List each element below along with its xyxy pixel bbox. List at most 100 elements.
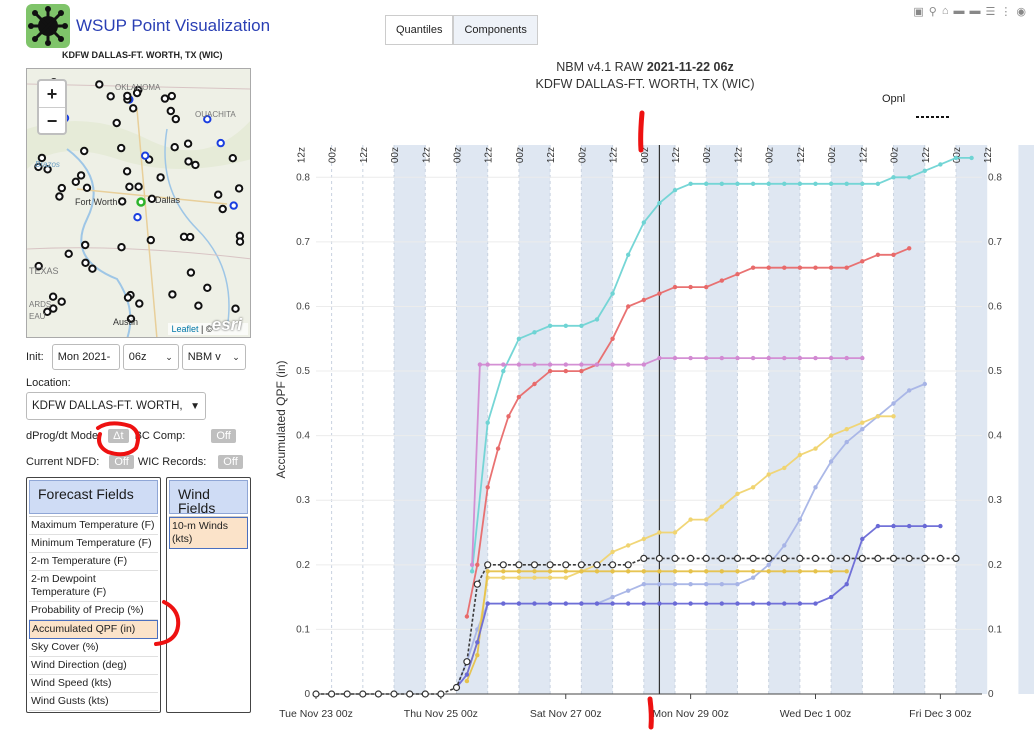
series-point[interactable] — [516, 569, 522, 574]
settings-icon[interactable]: ⋮ — [1000, 6, 1012, 18]
series-point[interactable] — [718, 554, 726, 562]
series-point[interactable] — [782, 543, 787, 548]
series-point[interactable] — [704, 569, 709, 574]
station-marker[interactable] — [88, 264, 97, 273]
series-point[interactable] — [735, 582, 740, 587]
series-point[interactable] — [735, 181, 740, 186]
series-point[interactable] — [828, 459, 834, 464]
station-marker[interactable] — [234, 184, 244, 193]
series-point[interactable] — [485, 601, 490, 606]
series-point[interactable] — [657, 530, 662, 535]
series-point[interactable] — [844, 181, 849, 186]
station-marker[interactable] — [147, 194, 157, 204]
station-marker[interactable] — [235, 237, 245, 246]
station-marker[interactable] — [81, 258, 90, 268]
series-point[interactable] — [704, 601, 709, 606]
station-marker[interactable] — [117, 243, 126, 252]
series-point[interactable] — [844, 569, 849, 574]
series-point[interactable] — [719, 355, 724, 361]
zoom-out-button[interactable]: − — [39, 107, 65, 133]
series-point[interactable] — [782, 465, 787, 471]
series-point[interactable] — [477, 362, 483, 367]
selected-station-marker[interactable] — [136, 197, 146, 207]
series-point[interactable] — [782, 265, 787, 270]
series-point[interactable] — [907, 246, 912, 251]
series-point[interactable] — [813, 446, 818, 451]
series-point[interactable] — [704, 181, 709, 186]
series-point[interactable] — [687, 554, 695, 562]
series-point[interactable] — [827, 554, 835, 562]
series-point[interactable] — [813, 355, 818, 361]
wind-field-item[interactable]: 10-m Winds (kts) — [169, 517, 248, 549]
series-point[interactable] — [641, 601, 646, 606]
station-marker[interactable] — [126, 314, 136, 324]
forecast-field-item[interactable]: Accumulated QPF (in) — [29, 620, 158, 639]
series-point[interactable] — [704, 355, 709, 361]
station-marker[interactable] — [184, 157, 193, 166]
series-point[interactable] — [672, 188, 678, 193]
series-point[interactable] — [891, 252, 896, 257]
series-point[interactable] — [546, 561, 554, 569]
series-point[interactable] — [672, 569, 678, 574]
station-marker[interactable] — [171, 114, 181, 124]
series-point[interactable] — [702, 554, 710, 562]
station-marker[interactable] — [125, 182, 134, 192]
series-point[interactable] — [797, 265, 803, 270]
series-point[interactable] — [506, 414, 511, 419]
series-point[interactable] — [875, 181, 881, 186]
series-point[interactable] — [499, 561, 507, 569]
forecast-field-item[interactable]: Sky Cover (%) — [29, 639, 158, 657]
series-point[interactable] — [704, 517, 709, 522]
series-point[interactable] — [844, 355, 849, 361]
station-marker[interactable] — [179, 232, 189, 242]
series-point[interactable] — [610, 291, 615, 296]
station-marker[interactable] — [34, 261, 43, 271]
series-point[interactable] — [484, 561, 492, 569]
series-point[interactable] — [406, 690, 414, 698]
series-point[interactable] — [563, 323, 568, 328]
series-point[interactable] — [624, 561, 632, 569]
series-point[interactable] — [501, 575, 506, 580]
station-marker[interactable] — [80, 146, 89, 156]
series-point[interactable] — [797, 517, 803, 522]
series-point[interactable] — [547, 323, 553, 328]
series-point[interactable] — [719, 504, 724, 509]
station-marker[interactable] — [64, 249, 73, 259]
forecast-field-item[interactable]: Probability of Precip (%) — [29, 602, 158, 620]
series-point[interactable] — [593, 561, 601, 569]
station-marker[interactable] — [186, 268, 196, 277]
series-point[interactable] — [813, 485, 818, 490]
series-point[interactable] — [563, 601, 568, 606]
series-point[interactable] — [390, 690, 398, 698]
forecast-field-item[interactable]: Wind Gusts (kts) — [29, 693, 158, 711]
series-point[interactable] — [610, 362, 615, 367]
series-point[interactable] — [750, 485, 756, 490]
series-point[interactable] — [672, 355, 678, 361]
series-point[interactable] — [641, 362, 646, 367]
series-point[interactable] — [640, 554, 648, 562]
series-point[interactable] — [563, 362, 568, 367]
series-point[interactable] — [844, 427, 849, 432]
series-point[interactable] — [532, 575, 537, 580]
station-marker[interactable] — [183, 139, 193, 148]
series-point[interactable] — [421, 690, 429, 698]
series-point[interactable] — [475, 653, 480, 658]
station-marker[interactable] — [135, 299, 144, 308]
series-point[interactable] — [563, 569, 568, 574]
location-select[interactable]: KDFW DALLAS-FT. WORTH, ▼ — [26, 392, 206, 420]
series-point[interactable] — [464, 672, 470, 677]
station-marker[interactable] — [112, 118, 121, 128]
series-point[interactable] — [704, 582, 709, 587]
forecast-field-item[interactable]: Minimum Temperature (F) — [29, 535, 158, 553]
forecast-field-item[interactable]: 2-m Dewpoint Temperature (F) — [29, 571, 158, 602]
station-marker[interactable] — [141, 151, 150, 160]
zoom-in-button[interactable]: + — [46, 84, 58, 104]
series-point[interactable] — [704, 284, 709, 290]
series-point[interactable] — [516, 362, 522, 367]
series-point[interactable] — [485, 569, 490, 574]
series-point[interactable] — [780, 554, 788, 562]
series-point[interactable] — [782, 181, 787, 186]
series-point[interactable] — [735, 491, 740, 496]
series-point[interactable] — [766, 472, 771, 477]
series-point[interactable] — [516, 336, 522, 341]
